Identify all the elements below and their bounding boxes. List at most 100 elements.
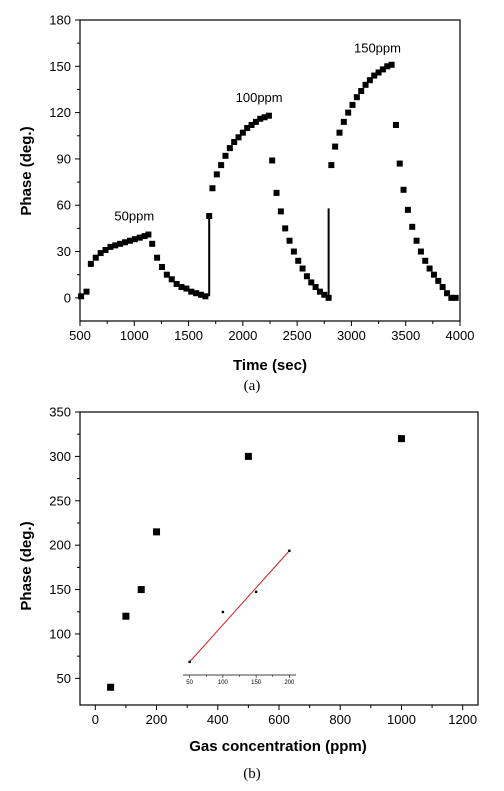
chart-b-ticks: 0 200 400 600 800 1000 1200 50 100 150 200 250 300 35… — [49, 405, 477, 728]
chart-a-point — [332, 143, 339, 150]
chart-a-point — [358, 88, 365, 95]
chart-a-y-tick-label: 150 — [49, 59, 71, 74]
chart-b-point — [137, 586, 145, 594]
chart-a-point — [163, 271, 170, 278]
chart-a-point — [131, 236, 138, 243]
chart-a-plot-frame — [79, 19, 461, 322]
chart-a-point — [303, 273, 310, 280]
chart-a-point — [78, 293, 85, 300]
chart-a-point — [213, 171, 220, 178]
chart-a-point — [417, 248, 424, 255]
chart-b-x-tick-label: 1000 — [387, 712, 416, 727]
chart-a-point — [308, 279, 315, 286]
chart-a-point — [87, 260, 94, 267]
chart-b-y-tick-label: 150 — [49, 582, 71, 597]
chart-a-point — [299, 265, 306, 272]
chart-a-point — [265, 112, 272, 119]
chart-a-x-tick-label: 3000 — [337, 328, 366, 343]
chart-a-point — [435, 277, 442, 284]
chart-a-y-tick-label: 120 — [49, 105, 71, 120]
chart-a-point — [375, 69, 382, 76]
chart-a-point — [392, 121, 399, 128]
chart-a-caption: (a) — [244, 378, 261, 394]
chart-a-x-tick-label: 1000 — [120, 328, 149, 343]
chart-b-y-tick-label: 300 — [49, 449, 71, 464]
chart-a-point — [145, 231, 152, 238]
chart-b-point — [107, 683, 115, 691]
chart-a-point — [178, 284, 185, 291]
chart-a-point — [290, 248, 297, 255]
chart-a-x-tick-label: 4000 — [446, 328, 475, 343]
chart-b-plot-frame — [79, 411, 479, 706]
chart-a-point — [141, 233, 148, 240]
chart-a-point — [117, 240, 124, 247]
chart-a-point — [282, 225, 289, 232]
chart-a-point — [448, 294, 455, 301]
chart-a-point — [452, 294, 459, 301]
chart-a-point — [92, 254, 99, 261]
chart-a-point — [97, 250, 104, 257]
chart-a-point — [384, 63, 391, 70]
chart-b-point — [397, 435, 405, 443]
chart-a-point — [388, 61, 395, 68]
chart-a-point — [396, 160, 403, 167]
chart-a-point — [107, 243, 114, 250]
chart-a-point — [188, 288, 195, 295]
chart-a-point — [321, 291, 328, 298]
inset-x-tick-label: 50 — [186, 680, 193, 686]
chart-a-point — [273, 189, 280, 196]
chart-a-point — [231, 138, 238, 145]
chart-a-annotations: 50ppm 100ppm 150ppm — [114, 40, 401, 223]
chart-a-point — [168, 276, 175, 283]
chart-a-point — [312, 284, 319, 291]
inset-point — [188, 660, 191, 664]
chart-a-point — [371, 72, 378, 79]
chart-a-annotation: 50ppm — [114, 209, 154, 224]
chart-a-y-tick-label: 90 — [57, 151, 71, 166]
chart-a-point — [430, 271, 437, 278]
chart-b-y-tick-label: 50 — [57, 671, 71, 686]
chart-a-y-tick-label: 60 — [57, 198, 71, 213]
chart-a-annotation: 150ppm — [354, 40, 401, 55]
chart-a-point — [261, 114, 268, 121]
chart-a-marks — [78, 61, 459, 301]
chart-a-x-tick-label: 2500 — [283, 328, 312, 343]
chart-b-x-tick-label: 200 — [146, 712, 168, 727]
chart-b-x-tick-label: 800 — [329, 712, 351, 727]
chart-a-point — [122, 239, 129, 246]
chart-a-point — [226, 145, 233, 152]
chart-a-point — [413, 237, 420, 244]
chart-a-point — [193, 290, 200, 297]
chart-a-point — [366, 77, 373, 84]
chart-b-x-tick-label: 400 — [207, 712, 229, 727]
chart-b-ylabel: Phase (deg.) — [18, 521, 35, 610]
chart-a-annotation: 100ppm — [236, 90, 283, 105]
chart-a-point — [209, 185, 216, 192]
chart-a-point — [379, 66, 386, 73]
chart-a-point — [426, 265, 433, 272]
chart-a-point — [173, 280, 180, 287]
chart-b-point — [122, 612, 130, 620]
chart-a-y-tick-label: 180 — [49, 13, 71, 28]
chart-a-point — [257, 115, 264, 122]
chart-b-x-tick-label: 1200 — [448, 712, 477, 727]
inset-point — [254, 590, 258, 594]
chart-a-point — [400, 186, 407, 193]
chart-b-x-tick-label: 600 — [268, 712, 290, 727]
chart-b-point — [153, 528, 161, 536]
chart-a-point — [439, 284, 446, 291]
chart-b-inset: 50 100 150 200 — [183, 549, 296, 686]
chart-a-point — [239, 129, 246, 136]
chart-a-point — [158, 263, 165, 270]
chart-a-point — [218, 162, 225, 169]
chart-a-ylabel: Phase (deg.) — [18, 126, 35, 215]
chart-b-xlabel: Gas concentration (ppm) — [189, 738, 367, 755]
chart-a-point — [328, 162, 335, 169]
chart-a-point — [269, 157, 276, 164]
chart-a-point — [202, 293, 209, 300]
chart-b-caption: (b) — [243, 766, 261, 782]
chart-b-point — [244, 452, 252, 460]
chart-a-point — [353, 94, 360, 101]
chart-a-x-tick-label: 1500 — [174, 328, 203, 343]
chart-a-point — [198, 291, 205, 298]
